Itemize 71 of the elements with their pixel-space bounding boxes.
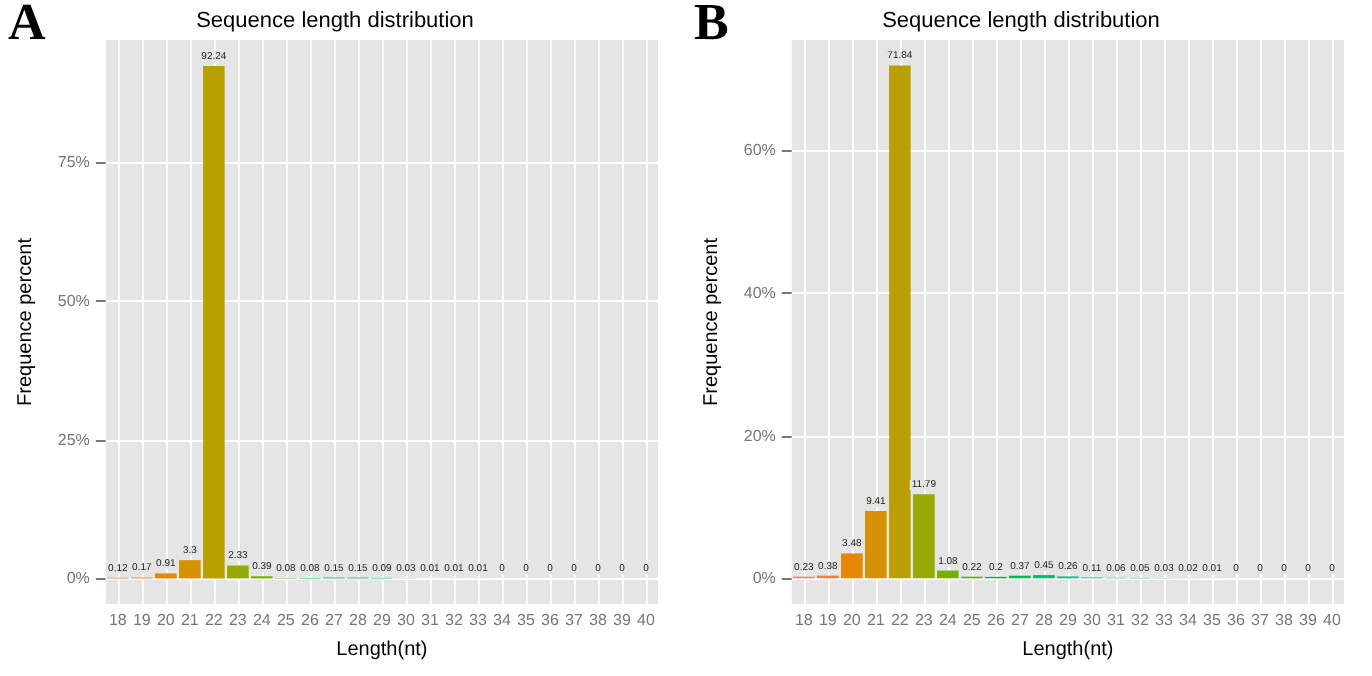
x-tick-label: 36	[541, 611, 560, 629]
bar	[155, 573, 177, 579]
x-tick-label: 24	[252, 611, 272, 629]
x-tick-label: 38	[589, 611, 608, 629]
x-tick-label: 21	[180, 611, 200, 629]
bar	[937, 570, 959, 579]
x-tick-label: 31	[1107, 611, 1126, 629]
x-tick-label: 19	[132, 611, 152, 629]
x-tick-label: 31	[421, 611, 440, 629]
x-tick-label: 21	[866, 611, 886, 629]
x-tick-label: 22	[204, 611, 224, 629]
y-tick-label: 50%	[57, 291, 90, 310]
x-tick-label: 26	[986, 611, 1006, 629]
x-tick-label: 34	[493, 611, 512, 629]
x-tick-label: 32	[445, 611, 464, 629]
y-tick-label: 0%	[66, 569, 90, 588]
bar	[865, 511, 887, 579]
chart-title: Sequence length distribution	[882, 9, 1160, 33]
text: B	[694, 0, 729, 51]
x-axis-title: Length(nt)	[1022, 639, 1114, 661]
x-tick-label: 25	[962, 611, 982, 629]
x-tick-label: 39	[613, 611, 632, 629]
x-axis-title: Length(nt)	[336, 639, 428, 661]
x-tick-label: 27	[324, 611, 344, 629]
y-tick-label: 25%	[57, 430, 90, 449]
y-axis-title: Frequence percent	[15, 237, 37, 406]
y-tick-label: 60%	[743, 140, 776, 159]
x-tick-label: 23	[228, 611, 248, 629]
x-tick-label: 25	[276, 611, 296, 629]
x-tick-label: 29	[373, 611, 392, 629]
text: A	[8, 0, 46, 51]
x-tick-label: 32	[1131, 611, 1150, 629]
x-tick-label: 23	[914, 611, 934, 629]
x-tick-label: 26	[300, 611, 320, 629]
x-tick-label: 29	[1059, 611, 1078, 629]
x-tick-label: 27	[1010, 611, 1030, 629]
y-axis-title: Frequence percent	[701, 237, 723, 406]
bar	[889, 65, 911, 579]
x-tick-label: 30	[397, 611, 416, 629]
x-tick-label: 28	[349, 611, 368, 629]
x-tick-label: 34	[1179, 611, 1198, 629]
x-tick-label: 22	[890, 611, 910, 629]
y-tick-label: 20%	[743, 426, 776, 445]
x-tick-label: 39	[1299, 611, 1318, 629]
x-tick-label: 36	[1227, 611, 1246, 629]
y-tick-label: 0%	[752, 569, 776, 588]
x-tick-label: 18	[794, 611, 814, 629]
x-tick-label: 38	[1275, 611, 1294, 629]
x-tick-label: 28	[1035, 611, 1054, 629]
y-tick-label: 75%	[57, 152, 90, 171]
x-tick-label: 35	[1203, 611, 1222, 629]
x-tick-label: 37	[565, 611, 584, 629]
x-tick-label: 35	[517, 611, 536, 629]
y-tick-label: 40%	[743, 283, 776, 302]
x-tick-label: 20	[842, 611, 862, 629]
x-tick-label: 40	[1323, 611, 1342, 629]
x-tick-label: 40	[637, 611, 656, 629]
bar	[913, 494, 935, 579]
bar	[841, 553, 863, 579]
x-tick-label: 33	[1155, 611, 1174, 629]
x-tick-label: 20	[156, 611, 176, 629]
x-tick-label: 37	[1251, 611, 1270, 629]
bar	[203, 65, 225, 579]
x-tick-label: 18	[108, 611, 128, 629]
x-tick-label: 30	[1083, 611, 1102, 629]
x-tick-label: 33	[469, 611, 488, 629]
chart-title: Sequence length distribution	[196, 9, 474, 33]
x-tick-label: 19	[818, 611, 838, 629]
bar	[227, 565, 249, 579]
x-tick-label: 24	[938, 611, 958, 629]
bar	[179, 560, 201, 579]
